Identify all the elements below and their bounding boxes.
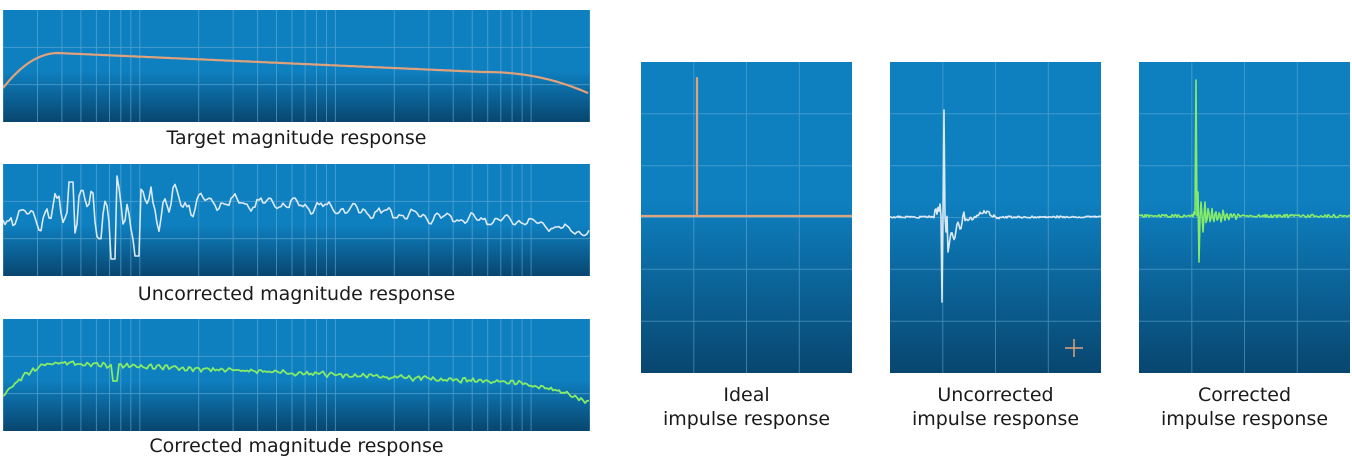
frequency-grid bbox=[3, 10, 590, 122]
ideal-impulse-caption: Ideal impulse response bbox=[641, 383, 852, 431]
corrected-impulse-caption: Corrected impulse response bbox=[1139, 383, 1350, 431]
frequency-grid bbox=[3, 164, 590, 276]
ideal-impulse-caption-line1: Ideal bbox=[723, 384, 770, 406]
uncorrected-magnitude-plot bbox=[3, 164, 590, 276]
panel-background bbox=[3, 10, 590, 122]
uncorrected-impulse-caption: Uncorrected impulse response bbox=[890, 383, 1101, 431]
uncorrected-impulse-plot bbox=[890, 62, 1101, 373]
corrected-impulse-caption-line1: Corrected bbox=[1197, 384, 1292, 406]
corrected-impulse-plot bbox=[1139, 62, 1350, 373]
time-grid bbox=[641, 62, 852, 373]
frequency-grid bbox=[3, 319, 590, 431]
uncorrected-magnitude-caption: Uncorrected magnitude response bbox=[137, 283, 456, 305]
uncorrected-impulse-trace bbox=[890, 109, 1101, 303]
time-grid bbox=[1139, 62, 1350, 373]
corrected-magnitude-plot bbox=[3, 319, 590, 431]
corrected-magnitude-caption: Corrected magnitude response bbox=[149, 435, 444, 457]
corrected-impulse-trace bbox=[1139, 79, 1350, 263]
ideal-impulse-caption-line2: impulse response bbox=[662, 408, 831, 430]
target-response-trace bbox=[3, 51, 589, 95]
uncorrected-response-trace bbox=[3, 175, 590, 260]
corrected-impulse-caption-line2: impulse response bbox=[1160, 408, 1329, 430]
panel-background bbox=[3, 164, 590, 276]
ideal-impulse-trace bbox=[641, 76, 852, 218]
target-magnitude-caption: Target magnitude response bbox=[166, 127, 427, 149]
target-magnitude-plot bbox=[3, 10, 590, 122]
corrected-response-trace bbox=[3, 360, 590, 404]
ideal-impulse-plot bbox=[641, 62, 852, 373]
uncorrected-impulse-caption-line1: Uncorrected bbox=[937, 384, 1054, 406]
plus-icon bbox=[1065, 339, 1083, 357]
uncorrected-impulse-caption-line2: impulse response bbox=[911, 408, 1080, 430]
